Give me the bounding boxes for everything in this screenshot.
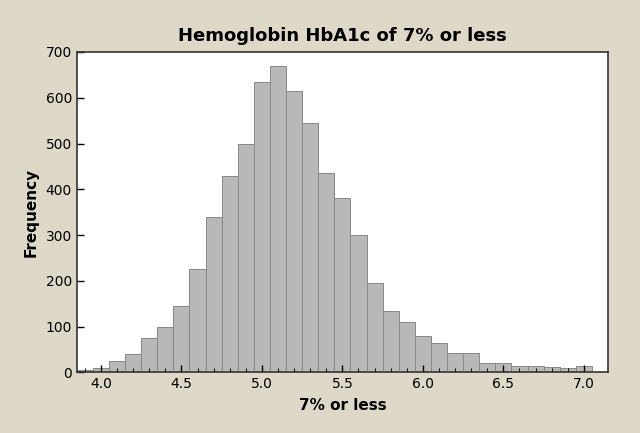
Bar: [383, 310, 399, 372]
Bar: [463, 353, 479, 372]
Bar: [351, 235, 367, 372]
Bar: [109, 361, 125, 372]
Y-axis label: Frequency: Frequency: [24, 168, 38, 257]
Bar: [254, 82, 270, 372]
Bar: [238, 143, 254, 372]
Bar: [415, 336, 431, 372]
Bar: [495, 363, 511, 372]
Bar: [399, 322, 415, 372]
Bar: [479, 363, 495, 372]
Bar: [77, 370, 93, 372]
Bar: [527, 365, 543, 372]
Bar: [270, 66, 286, 372]
Bar: [221, 175, 238, 372]
Bar: [302, 123, 318, 372]
Bar: [511, 365, 527, 372]
Bar: [125, 354, 141, 372]
Bar: [286, 91, 302, 372]
Bar: [173, 306, 189, 372]
Bar: [93, 368, 109, 372]
Bar: [367, 283, 383, 372]
Bar: [560, 368, 576, 372]
Bar: [431, 343, 447, 372]
Title: Hemoglobin HbA1c of 7% or less: Hemoglobin HbA1c of 7% or less: [178, 27, 507, 45]
Bar: [447, 353, 463, 372]
Bar: [543, 367, 560, 372]
Bar: [318, 173, 334, 372]
Bar: [141, 338, 157, 372]
Bar: [576, 365, 592, 372]
Bar: [205, 217, 221, 372]
X-axis label: 7% or less: 7% or less: [298, 398, 387, 413]
Bar: [189, 269, 205, 372]
Bar: [334, 198, 351, 372]
Bar: [157, 326, 173, 372]
